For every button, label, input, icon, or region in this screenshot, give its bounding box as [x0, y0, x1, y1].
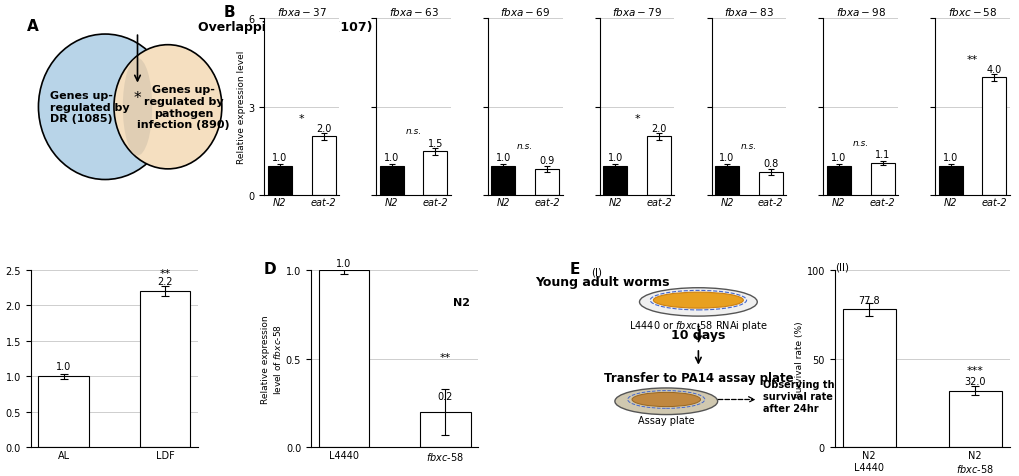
- Text: E: E: [570, 262, 580, 277]
- Bar: [268, 167, 291, 196]
- Text: Young adult worms: Young adult worms: [534, 276, 668, 289]
- Ellipse shape: [122, 59, 152, 156]
- Bar: [311, 137, 335, 196]
- Y-axis label: Survival rate (%): Survival rate (%): [794, 321, 803, 397]
- Ellipse shape: [632, 393, 700, 407]
- Text: *: *: [299, 114, 305, 124]
- Bar: [602, 167, 627, 196]
- Bar: [491, 167, 515, 196]
- Text: 1.0: 1.0: [718, 153, 734, 163]
- Text: (I): (I): [591, 267, 602, 277]
- Text: 1.0: 1.0: [336, 258, 352, 268]
- Text: Genes up-
regulated by
pathogen
infection (890): Genes up- regulated by pathogen infectio…: [138, 85, 229, 130]
- Text: **: **: [159, 269, 170, 279]
- Text: (II): (II): [834, 262, 848, 271]
- Y-axis label: Relative expression
level of $\it{fbxc}$-$\it{58}$: Relative expression level of $\it{fbxc}$…: [261, 315, 283, 403]
- Text: 77.8: 77.8: [857, 295, 879, 305]
- Text: Overlapping genes (107): Overlapping genes (107): [198, 21, 373, 34]
- Bar: [937, 167, 962, 196]
- Ellipse shape: [39, 35, 171, 180]
- Title: $\it{fbxa-98}$: $\it{fbxa-98}$: [835, 6, 884, 18]
- Bar: [423, 152, 447, 196]
- Text: 1.0: 1.0: [830, 153, 846, 163]
- Y-axis label: Relative expression level: Relative expression level: [236, 51, 246, 164]
- Text: B: B: [223, 5, 234, 20]
- Text: n.s.: n.s.: [517, 141, 533, 150]
- Text: **: **: [439, 353, 450, 362]
- Title: $\it{fbxa-69}$: $\it{fbxa-69}$: [500, 6, 549, 18]
- Text: 1.1: 1.1: [874, 150, 890, 160]
- Text: n.s.: n.s.: [852, 139, 868, 148]
- Ellipse shape: [114, 46, 222, 169]
- Text: 1.0: 1.0: [607, 153, 623, 163]
- Ellipse shape: [639, 288, 756, 317]
- Text: 1.0: 1.0: [495, 153, 511, 163]
- Title: $\it{fbxa-63}$: $\it{fbxa-63}$: [388, 6, 438, 18]
- Text: n.s.: n.s.: [405, 127, 421, 136]
- Text: N2: N2: [452, 297, 470, 307]
- Bar: [869, 164, 894, 196]
- Text: 1.0: 1.0: [272, 153, 287, 163]
- Text: 2.0: 2.0: [651, 124, 666, 133]
- Bar: [948, 391, 1001, 447]
- Bar: [38, 377, 89, 447]
- Y-axis label: Relative expression
level of $\it{fbxc}$-$\it{58}$: Relative expression level of $\it{fbxc}$…: [0, 315, 3, 403]
- Text: 4.0: 4.0: [985, 65, 1001, 75]
- Ellipse shape: [653, 293, 743, 308]
- Text: Genes up-
regulated by
DR (1085): Genes up- regulated by DR (1085): [50, 91, 129, 124]
- Text: Observing the
survival rate
after 24hr: Observing the survival rate after 24hr: [762, 379, 840, 413]
- Text: D: D: [264, 262, 276, 277]
- Bar: [646, 137, 671, 196]
- Ellipse shape: [614, 388, 717, 415]
- Text: L4440 or $\it{fbxc}$-$\it{58}$ RNAi plate: L4440 or $\it{fbxc}$-$\it{58}$ RNAi plat…: [629, 318, 767, 332]
- Text: 2.0: 2.0: [316, 124, 331, 133]
- Text: 1.5: 1.5: [427, 139, 442, 148]
- Text: Transfer to PA14 assay plate: Transfer to PA14 assay plate: [603, 371, 793, 384]
- Title: $\it{fbxa-79}$: $\it{fbxa-79}$: [611, 6, 661, 18]
- Bar: [758, 172, 782, 196]
- Text: 10 days: 10 days: [671, 328, 725, 341]
- Title: $\it{fbxa-83}$: $\it{fbxa-83}$: [723, 6, 773, 18]
- Text: 0.9: 0.9: [539, 156, 554, 166]
- Bar: [826, 167, 850, 196]
- Text: A: A: [26, 19, 39, 34]
- Text: 0.8: 0.8: [762, 159, 777, 169]
- Text: *: *: [634, 114, 639, 124]
- Text: 0.2: 0.2: [437, 391, 452, 401]
- Title: $\it{fbxa-37}$: $\it{fbxa-37}$: [276, 6, 326, 18]
- Text: *: *: [133, 91, 142, 106]
- Text: 1.0: 1.0: [56, 362, 71, 372]
- Title: $\it{fbxc-58}$: $\it{fbxc-58}$: [947, 6, 997, 18]
- Bar: [981, 78, 1006, 196]
- Bar: [140, 292, 191, 447]
- Bar: [535, 169, 558, 196]
- Text: 2.2: 2.2: [157, 277, 172, 287]
- Bar: [714, 167, 739, 196]
- Text: Assay plate: Assay plate: [637, 416, 694, 426]
- Text: ***: ***: [966, 365, 982, 375]
- Bar: [842, 310, 895, 447]
- Text: 32.0: 32.0: [964, 377, 985, 387]
- Text: n.s.: n.s.: [740, 141, 756, 150]
- Text: 1.0: 1.0: [383, 153, 398, 163]
- Text: 1.0: 1.0: [943, 153, 958, 163]
- Bar: [420, 412, 471, 447]
- Bar: [318, 270, 369, 447]
- Text: **: **: [966, 55, 977, 65]
- Bar: [379, 167, 404, 196]
